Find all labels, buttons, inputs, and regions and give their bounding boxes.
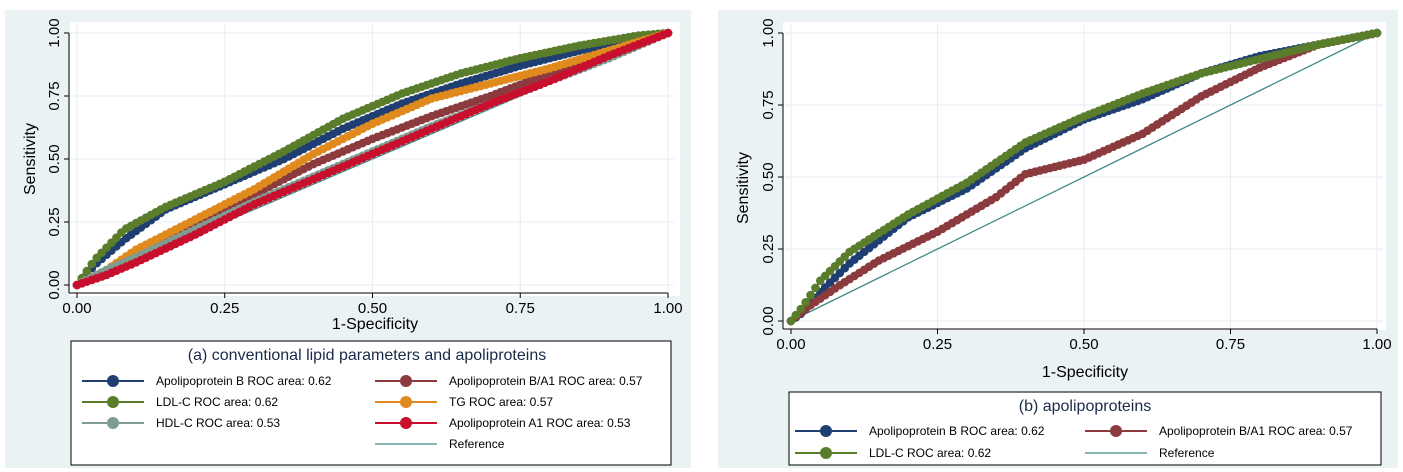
chart-panel-a: 0.00 0.00 0.25 0.25 0.50 0.50 0.75 0.75 1.00 1.00… bbox=[5, 10, 691, 468]
legend-marker bbox=[820, 447, 832, 459]
y-tick-label: 0.25 bbox=[760, 234, 777, 263]
x-tick-label: 0.75 bbox=[506, 300, 535, 317]
y-axis-label: Sensitivity bbox=[22, 123, 39, 195]
legend-marker bbox=[107, 375, 119, 387]
legend-marker bbox=[400, 375, 412, 387]
legend-marker bbox=[820, 425, 832, 437]
legend-label: Apolipoprotein B ROC area: 0.62 bbox=[869, 424, 1045, 438]
y-tick-label: 0.75 bbox=[46, 81, 63, 110]
legend-title: (b) apolipoproteins bbox=[1019, 398, 1152, 415]
x-axis-label: 1-Specificity bbox=[1042, 364, 1128, 381]
x-tick-label: 0.50 bbox=[358, 300, 387, 317]
y-axis-label: Sensitivity bbox=[735, 152, 752, 224]
x-tick-label: 1.00 bbox=[1362, 336, 1391, 353]
y-tick-label: 0.50 bbox=[760, 162, 777, 191]
roc-chart-a: 0.000.00 0.25 0.25 0.50 0.50 0.75 0.75 1.00 1.00… bbox=[22, 18, 683, 466]
roc-chart-b: 0.000.00 0.25 0.25 0.50 0.50 0.75 0.75 1.00 1.00… bbox=[735, 18, 1392, 466]
x-tick-label: 0.50 bbox=[1069, 336, 1098, 353]
legend-title: (a) conventional lipid parameters and ap… bbox=[188, 347, 546, 364]
legend-label: Reference bbox=[449, 437, 505, 451]
legend-box bbox=[70, 340, 672, 466]
data-point bbox=[806, 290, 815, 300]
data-point bbox=[801, 297, 810, 307]
y-tick-label: 0.75 bbox=[760, 90, 777, 119]
y-tick-label: 0.00 bbox=[46, 270, 63, 299]
x-tick-label: 1.00 bbox=[653, 300, 682, 317]
y-tick-label: 0.25 bbox=[46, 207, 63, 236]
data-point bbox=[87, 259, 97, 269]
series-3 bbox=[72, 28, 673, 290]
legend-label: Reference bbox=[1159, 446, 1215, 460]
data-point bbox=[1372, 28, 1382, 38]
y-tick-label: 1.00 bbox=[46, 18, 63, 47]
reference-line bbox=[790, 32, 1378, 322]
legend-label: LDL-C ROC area: 0.62 bbox=[869, 446, 991, 460]
series-2 bbox=[786, 28, 1382, 326]
x-tick-label: 0.75 bbox=[1216, 336, 1245, 353]
data-point bbox=[663, 28, 673, 38]
y-tick-label: 0.00 bbox=[760, 306, 777, 335]
legend-label: Apolipoprotein B/A1 ROC area: 0.57 bbox=[1159, 424, 1353, 438]
x-tick-label: 0.25 bbox=[210, 300, 239, 317]
legend-label: Apolipoprotein B/A1 ROC area: 0.57 bbox=[449, 374, 643, 388]
x-tick-label: 0.00 bbox=[62, 300, 91, 317]
legend-marker bbox=[1110, 425, 1122, 437]
legend-marker bbox=[107, 396, 119, 408]
legend-label: Apolipoprotein A1 ROC area: 0.53 bbox=[449, 416, 631, 430]
chart-panel-b: 0.00 0.00 0.25 0.25 0.50 0.50 0.75 0.75 1.00 1.00… bbox=[718, 10, 1398, 468]
legend-label: LDL-C ROC area: 0.62 bbox=[156, 395, 278, 409]
y-tick-label: 1.00 bbox=[760, 18, 777, 47]
legend-marker bbox=[107, 417, 119, 429]
legend-label: Apolipoprotein B ROC area: 0.62 bbox=[156, 374, 332, 388]
legend-label: TG ROC area: 0.57 bbox=[449, 395, 553, 409]
x-tick-label: 0.25 bbox=[923, 336, 952, 353]
series-5 bbox=[72, 28, 673, 290]
x-tick-label: 0.00 bbox=[776, 336, 805, 353]
series-2 bbox=[72, 28, 673, 290]
x-axis-label: 1-Specificity bbox=[332, 316, 418, 333]
data-point bbox=[811, 283, 820, 293]
legend-label: HDL-C ROC area: 0.53 bbox=[156, 416, 280, 430]
legend-marker bbox=[400, 396, 412, 408]
data-point bbox=[82, 266, 92, 276]
data-point bbox=[791, 310, 801, 320]
data-point bbox=[796, 304, 806, 314]
legend-marker bbox=[400, 417, 412, 429]
y-tick-label: 0.50 bbox=[46, 144, 63, 173]
data-point bbox=[786, 316, 796, 326]
